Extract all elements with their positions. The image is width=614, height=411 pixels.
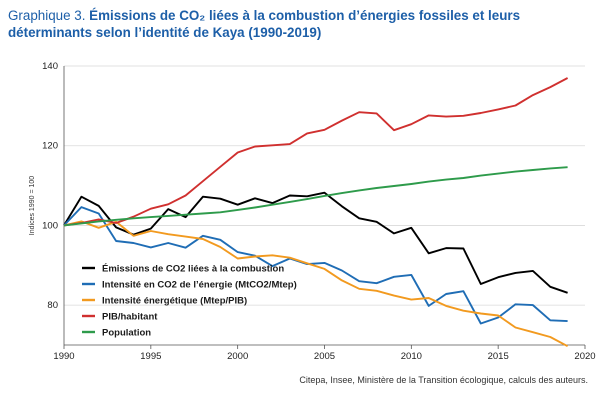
y-tick-label-120: 120 bbox=[42, 141, 58, 152]
y-axis-label: Indices 1990 = 100 bbox=[29, 176, 36, 235]
series-line-1 bbox=[63, 206, 568, 325]
series-line-2 bbox=[63, 220, 569, 348]
y-tick-label-140: 140 bbox=[42, 61, 58, 72]
series-lines bbox=[63, 77, 569, 348]
legend-label-4: Population bbox=[102, 328, 151, 339]
x-tick-label-2015: 2015 bbox=[488, 351, 509, 362]
chart-legend: Émissions de CO2 liées à la combustion In… bbox=[82, 264, 297, 339]
y-tick-label-100: 100 bbox=[42, 220, 58, 231]
x-tick-label-1995: 1995 bbox=[140, 351, 161, 362]
tick-labels: 80 100 120 140 1990 1995 2000 2005 2010 2015 2020 bbox=[42, 61, 595, 362]
series-line-0 bbox=[63, 191, 568, 294]
series-line-4 bbox=[63, 166, 568, 227]
legend-label-3: PIB/habitant bbox=[102, 312, 158, 323]
x-tick-label-2010: 2010 bbox=[401, 351, 422, 362]
legend-label-2: Intensité énergétique (Mtep/PIB) bbox=[102, 296, 247, 307]
x-tick-label-2020: 2020 bbox=[574, 351, 595, 362]
grid-lines bbox=[64, 65, 585, 306]
x-tick-label-2005: 2005 bbox=[314, 351, 335, 362]
x-tick-label-1990: 1990 bbox=[53, 351, 74, 362]
y-tick-label-80: 80 bbox=[47, 300, 58, 311]
axes bbox=[63, 66, 586, 349]
x-tick-label-2000: 2000 bbox=[227, 351, 248, 362]
chart-title: Graphique 3. Émissions de CO₂ liées à la… bbox=[8, 7, 598, 41]
series-line-3 bbox=[63, 77, 569, 227]
legend-label-0: Émissions de CO2 liées à la combustion bbox=[102, 264, 284, 275]
chart-title-main: Émissions de CO₂ liées à la combustion d… bbox=[8, 8, 521, 40]
chart-title-prefix: Graphique 3. bbox=[8, 8, 86, 23]
legend-label-1: Intensité en CO2 de l’énergie (MtCO2/Mte… bbox=[102, 280, 297, 291]
source-note: Citepa, Insee, Ministère de la Transitio… bbox=[299, 375, 588, 385]
